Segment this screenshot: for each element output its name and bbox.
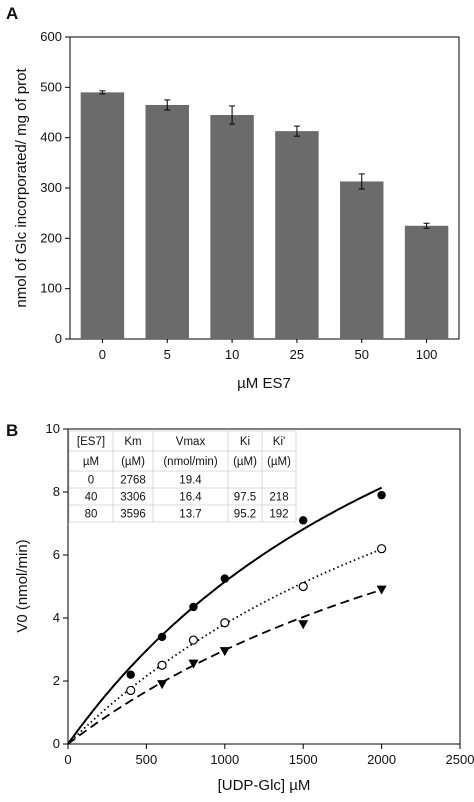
y-tick-label: 4 — [53, 610, 60, 625]
data-point-open-circle — [298, 581, 308, 592]
table-header-cell: Ki' — [273, 436, 285, 448]
y-tick-label: 600 — [40, 29, 62, 44]
table-header-cell: (µM) — [121, 456, 145, 468]
bar — [340, 181, 384, 339]
y-tick-label: 6 — [53, 547, 60, 562]
table-cell: 16.4 — [179, 492, 202, 504]
y-tick-label: 100 — [40, 281, 62, 296]
panel-a-y-ticks: 0 100 200 300 400 500 600 — [40, 29, 70, 346]
table-header-cell: Vmax — [176, 436, 206, 448]
data-point-filled-circle — [220, 574, 229, 583]
x-tick-label: 5 — [164, 347, 171, 362]
y-tick-label: 0 — [53, 736, 60, 751]
table-cell: 192 — [269, 509, 288, 521]
panel-b-data-points — [126, 490, 387, 696]
table-cell: 2768 — [120, 475, 146, 487]
table-cell: 3306 — [120, 492, 146, 504]
x-tick-label: 100 — [416, 347, 438, 362]
data-point-open-circle — [157, 660, 167, 670]
panel-a-bar-chart: A 0 100 200 300 400 500 600 0 5 10 25 50 100 µM ES7… — [6, 4, 460, 392]
panel-a-label: A — [6, 4, 18, 23]
panel-b-kinetics-chart: B 0 500 1000 1500 2000 2500 0 2 4 6 8 10 [ES7] Km Vma… — [6, 421, 474, 794]
y-tick-label: 200 — [40, 230, 62, 245]
table-cell: 97.5 — [234, 492, 256, 504]
fit-curve — [67, 588, 382, 745]
y-tick-label: 300 — [40, 180, 62, 195]
table-header-cell: [ES7] — [77, 436, 105, 448]
panel-b-plot-frame — [67, 428, 461, 745]
data-point-filled-circle — [377, 490, 386, 500]
table-cell: 218 — [269, 492, 288, 504]
x-tick-label: 0 — [99, 347, 106, 362]
x-tick-label: 2500 — [446, 752, 474, 767]
table-header-cell: Km — [124, 436, 141, 448]
x-tick-label: 1500 — [289, 752, 318, 767]
data-point-filled-circle — [157, 632, 167, 642]
panel-a-y-axis-label: nmol of Glc incorporated/ mg of prot — [13, 68, 30, 308]
table-cell: 80 — [85, 509, 98, 521]
y-tick-label: 400 — [40, 130, 62, 145]
x-tick-label: 25 — [290, 347, 304, 362]
data-point-open-circle — [188, 635, 199, 645]
kinetic-parameters-table: [ES7] Km Vmax Ki Ki' µM (µM) (nmol/min) (µM) (µM)… — [68, 430, 297, 523]
bar — [145, 104, 189, 339]
panel-b-x-axis-label: [UDP-Glc] µM — [218, 777, 311, 794]
data-point-open-circle — [377, 544, 387, 554]
bar — [80, 92, 125, 339]
table-cell: 0 — [88, 475, 94, 487]
data-point-filled-circle — [299, 516, 308, 525]
data-point-triangle — [188, 659, 199, 669]
x-tick-label: 0 — [64, 752, 71, 767]
panel-b-y-axis-label: V0 (nmol/min) — [14, 539, 31, 632]
table-cell: 3596 — [120, 509, 146, 521]
fit-curve — [67, 486, 383, 745]
bar — [210, 115, 254, 340]
table-header-cell: (µM) — [233, 456, 257, 468]
fit-curve — [67, 548, 382, 745]
data-point-triangle — [298, 620, 309, 630]
x-tick-label: 500 — [136, 752, 158, 767]
y-tick-label: 2 — [53, 673, 60, 688]
panel-b-ticks: 0 500 1000 1500 2000 2500 0 2 4 6 8 10 — [46, 421, 474, 767]
panel-b-label: B — [6, 421, 18, 440]
table-header-cell: (nmol/min) — [163, 456, 217, 468]
panel-a-x-axis-label: µM ES7 — [237, 375, 291, 392]
table-cell: 40 — [85, 492, 98, 504]
table-header-cell: µM — [83, 456, 99, 468]
data-point-open-circle — [220, 618, 230, 628]
data-point-open-circle — [126, 685, 136, 696]
panel-a-x-tick-labels: 0 5 10 25 50 100 — [99, 339, 438, 362]
table-cell: 95.2 — [234, 509, 256, 521]
data-point-triangle — [376, 585, 387, 595]
data-point-triangle — [157, 680, 168, 690]
x-tick-label: 2000 — [367, 752, 396, 767]
table-header-cell: Ki — [240, 436, 250, 448]
y-tick-label: 10 — [46, 421, 60, 436]
data-point-filled-circle — [189, 602, 198, 612]
x-tick-label: 10 — [225, 347, 239, 362]
table-cell: 19.4 — [179, 475, 202, 487]
y-tick-label: 0 — [55, 331, 62, 346]
data-point-filled-circle — [126, 670, 135, 679]
x-tick-label: 50 — [355, 347, 369, 362]
data-point-triangle — [219, 647, 230, 657]
panel-a-plot-frame — [69, 36, 460, 340]
y-tick-label: 8 — [53, 484, 60, 499]
bar — [275, 131, 319, 339]
panel-a-bars — [80, 90, 449, 340]
y-tick-label: 500 — [40, 79, 62, 94]
x-tick-label: 1000 — [210, 752, 239, 767]
panel-b-fit-curves — [67, 486, 383, 745]
table-header-cell: (µM) — [267, 456, 291, 468]
table-cell: 13.7 — [179, 509, 201, 521]
bar — [404, 225, 449, 339]
